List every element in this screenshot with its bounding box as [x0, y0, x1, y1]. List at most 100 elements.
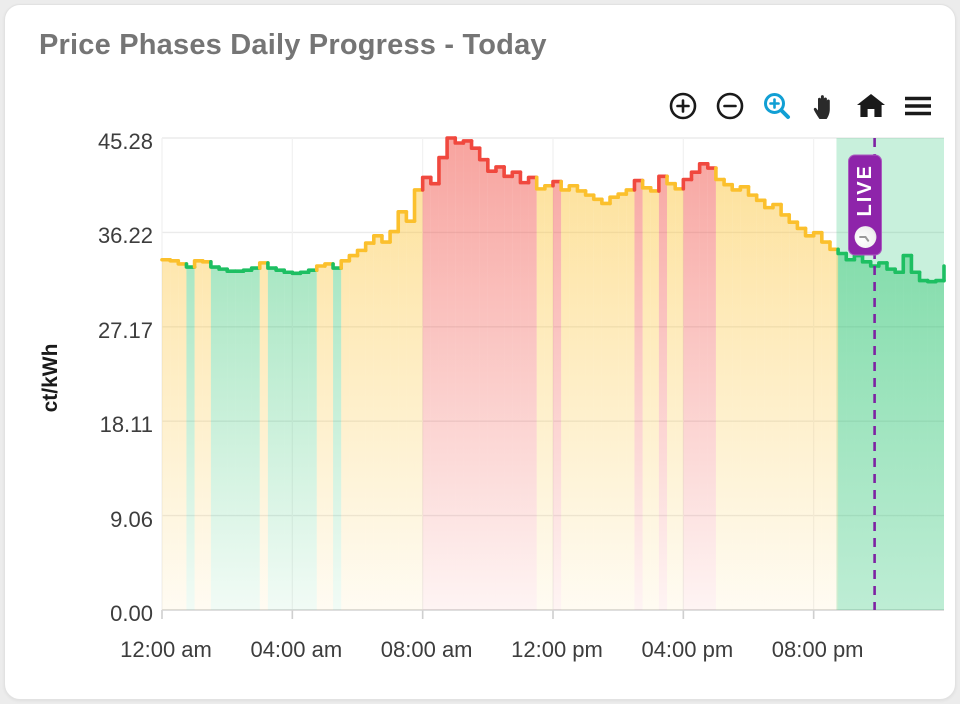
- box-zoom-button[interactable]: [760, 89, 794, 123]
- price-step-line: [200, 258, 213, 264]
- price-step-fill: [162, 259, 171, 610]
- price-step-line: [779, 202, 792, 217]
- pan-button[interactable]: [807, 89, 841, 123]
- price-step-line: [925, 278, 938, 284]
- price-step-fill: [471, 148, 480, 610]
- price-step-line: [429, 175, 441, 186]
- price-step-fill: [927, 281, 936, 610]
- price-step-line: [274, 266, 286, 272]
- price-step-fill: [740, 186, 749, 610]
- price-step-fill: [251, 268, 260, 610]
- x-tick-label: 04:00 pm: [641, 637, 734, 662]
- price-step-line: [543, 183, 555, 191]
- price-step-line: [445, 136, 458, 160]
- price-step-line: [314, 264, 327, 272]
- price-step-fill: [650, 190, 659, 610]
- price-step-line: [852, 253, 865, 262]
- price-step-line: [388, 229, 401, 244]
- price-step-line: [347, 253, 360, 263]
- price-step-fill: [300, 272, 309, 610]
- price-step-line: [640, 178, 653, 190]
- price-step-line: [486, 157, 498, 173]
- price-step-fill: [593, 199, 602, 611]
- price-step-line: [518, 170, 531, 185]
- price-step-line: [176, 258, 189, 266]
- price-step-fill: [316, 266, 325, 610]
- price-step-line: [420, 175, 433, 192]
- pan-hand-icon: [813, 95, 830, 119]
- price-step-fill: [495, 166, 505, 610]
- price-step-fill: [756, 200, 765, 610]
- menu-button[interactable]: [901, 89, 935, 123]
- zoom-in-button[interactable]: [666, 89, 700, 123]
- price-step-line: [249, 266, 262, 272]
- menu-icon: [905, 96, 931, 116]
- price-step-line: [836, 247, 849, 256]
- price-step-line: [355, 248, 368, 258]
- price-step-line: [730, 182, 743, 192]
- zoom-out-icon: [716, 92, 744, 120]
- price-step-fill: [194, 260, 203, 610]
- price-step-fill: [487, 171, 496, 610]
- price-step-fill: [854, 255, 863, 610]
- price-step-fill: [935, 280, 944, 610]
- price-step-line: [705, 162, 718, 170]
- y-tick-label: 18.11: [99, 412, 153, 438]
- price-step-line: [820, 230, 832, 244]
- price-step-fill: [707, 168, 716, 611]
- price-step-line: [404, 210, 417, 223]
- price-step-line: [803, 226, 816, 238]
- price-step-fill: [781, 214, 790, 610]
- price-step-line: [209, 260, 221, 269]
- home-icon: [857, 94, 885, 117]
- price-step-line: [184, 262, 197, 269]
- clock-icon: [854, 225, 876, 248]
- price-step-fill: [618, 194, 627, 610]
- price-step-line: [168, 257, 181, 263]
- price-step-line: [290, 270, 303, 276]
- price-step-fill: [170, 260, 179, 610]
- price-step-line: [217, 265, 229, 271]
- price-step-fill: [276, 270, 285, 610]
- price-step-line: [844, 251, 857, 262]
- price-step-fill: [365, 243, 374, 610]
- price-step-fill: [536, 188, 545, 610]
- price-step-line: [225, 267, 238, 274]
- price-step-fill: [870, 266, 879, 610]
- price-step-line: [331, 262, 344, 270]
- price-step-fill: [691, 172, 700, 611]
- box-zoom-icon: [764, 93, 790, 119]
- price-step-fill: [634, 180, 643, 610]
- live-badge-body: LIVE: [848, 154, 882, 255]
- price-step-line: [282, 268, 295, 275]
- price-step-line: [681, 177, 694, 191]
- price-step-line: [648, 186, 661, 193]
- price-step-line: [608, 195, 620, 206]
- price-step-fill: [886, 269, 896, 610]
- price-step-line: [192, 258, 205, 269]
- price-step-fill: [381, 242, 391, 610]
- price-step-line: [323, 262, 335, 268]
- price-chart-svg[interactable]: [5, 5, 955, 699]
- price-step-line: [762, 198, 775, 210]
- price-step-line: [591, 193, 604, 202]
- chart-toolbar: [666, 89, 935, 123]
- price-step-fill: [561, 189, 570, 610]
- price-step-fill: [675, 188, 684, 610]
- home-button[interactable]: [854, 89, 888, 123]
- price-step-fill: [715, 179, 725, 611]
- price-step-fill: [553, 181, 562, 610]
- price-step-fill: [748, 195, 757, 611]
- price-step-line: [567, 183, 580, 192]
- price-step-fill: [422, 177, 431, 610]
- zoom-out-button[interactable]: [713, 89, 747, 123]
- x-tick-label: 08:00 pm: [771, 637, 864, 662]
- price-step-fill: [178, 263, 187, 610]
- price-step-fill: [227, 271, 236, 610]
- price-step-fill: [797, 228, 806, 610]
- price-step-fill: [373, 235, 382, 610]
- price-step-fill: [658, 176, 668, 611]
- price-step-fill: [642, 187, 651, 611]
- price-step-line: [461, 139, 474, 145]
- price-step-line: [697, 162, 710, 174]
